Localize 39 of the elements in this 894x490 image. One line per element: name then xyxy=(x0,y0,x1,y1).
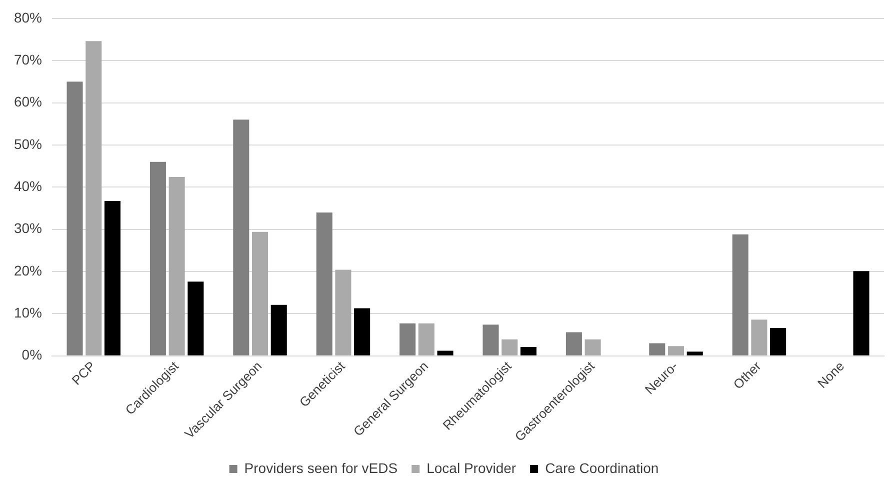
bar xyxy=(520,347,536,356)
y-tick-label: 10% xyxy=(14,304,42,321)
bar xyxy=(649,343,666,356)
bar xyxy=(233,120,250,356)
bar xyxy=(354,308,370,356)
bar xyxy=(86,41,102,356)
bar xyxy=(853,271,870,356)
bar xyxy=(566,332,582,356)
bar xyxy=(437,350,454,356)
bar xyxy=(502,339,518,356)
y-tick-label: 50% xyxy=(14,136,42,152)
legend-label: Care Coordination xyxy=(545,460,659,476)
bar xyxy=(400,323,416,356)
bar xyxy=(686,352,703,356)
y-tick-label: 80% xyxy=(14,9,42,26)
y-tick-label: 0% xyxy=(22,346,42,363)
bar xyxy=(252,232,268,356)
legend-label: Providers seen for vEDS xyxy=(244,460,398,476)
y-tick-label: 70% xyxy=(14,51,42,68)
bar xyxy=(770,328,786,356)
y-tick-label: 60% xyxy=(14,94,42,110)
bar xyxy=(150,162,166,356)
bar xyxy=(104,201,120,356)
bar xyxy=(270,304,287,356)
bar xyxy=(668,346,684,356)
bar xyxy=(418,323,434,356)
legend-label: Local Provider xyxy=(426,460,516,476)
y-tick-label: 30% xyxy=(14,220,42,236)
bar xyxy=(66,82,83,356)
bar xyxy=(482,324,499,356)
bar xyxy=(168,177,185,356)
bar xyxy=(335,270,352,356)
bar xyxy=(732,234,748,356)
bar xyxy=(751,320,768,356)
y-tick-label: 20% xyxy=(14,262,42,278)
bar xyxy=(188,282,204,356)
bar xyxy=(584,339,601,356)
y-tick-label: 40% xyxy=(14,178,42,194)
bar xyxy=(316,212,332,356)
